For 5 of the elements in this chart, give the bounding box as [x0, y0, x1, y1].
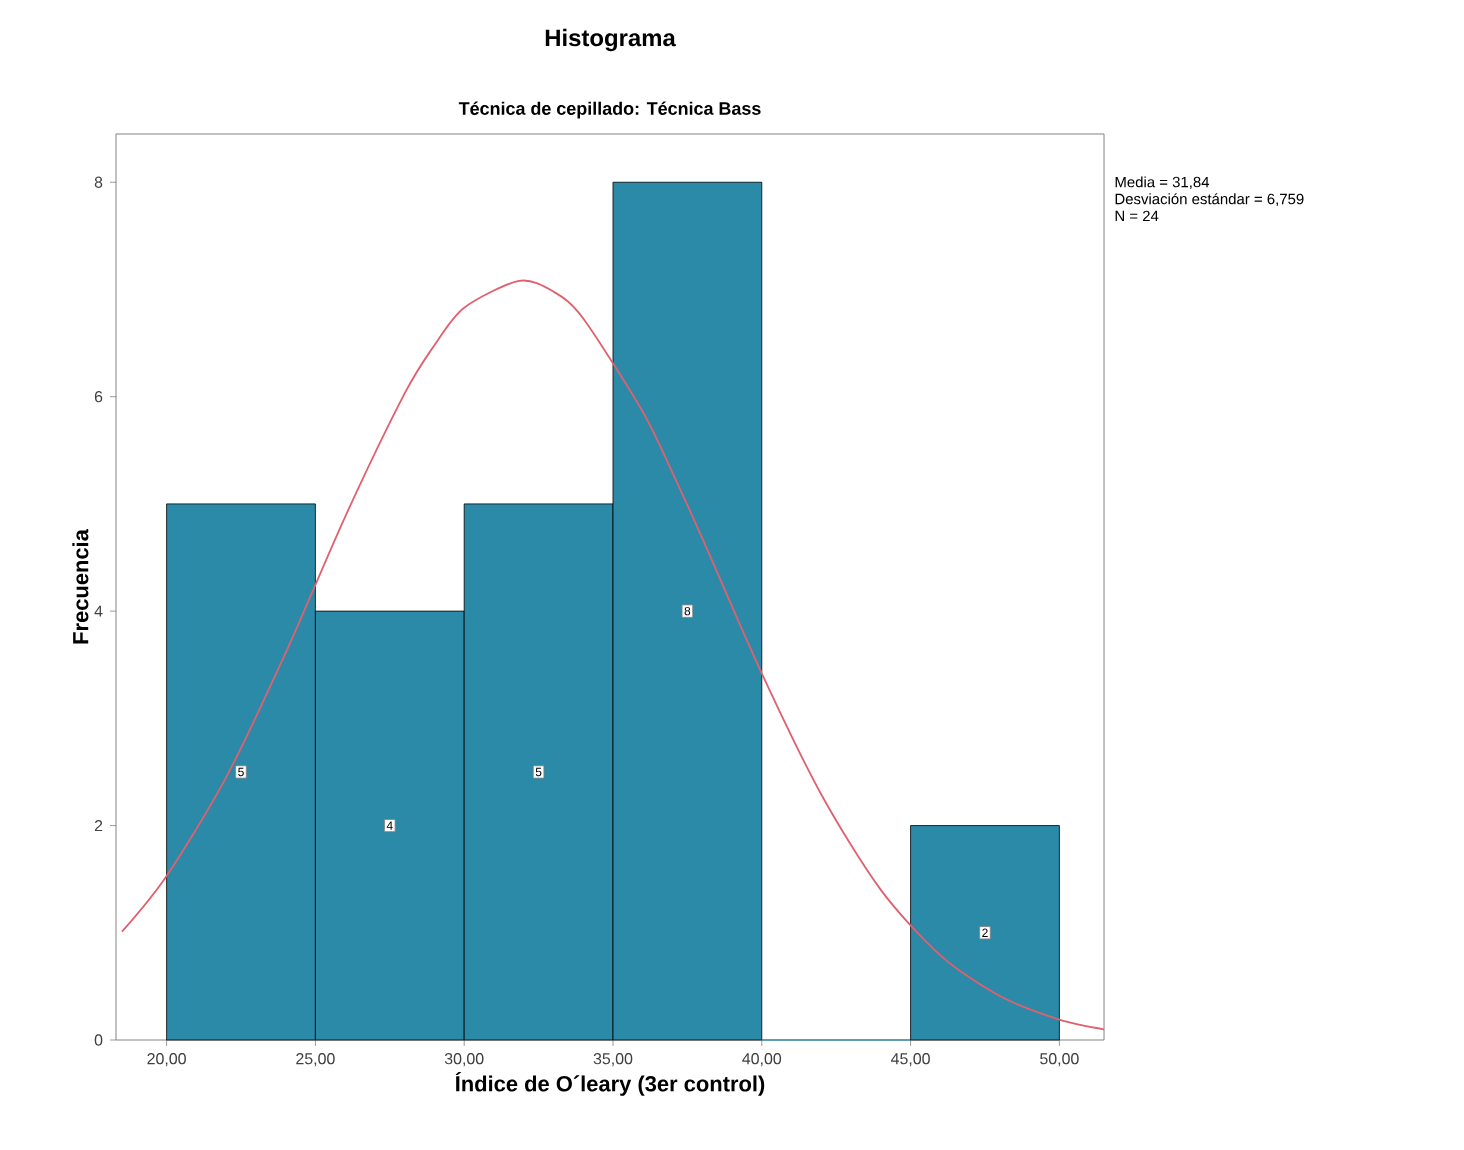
chart-title: Histograma — [545, 28, 676, 52]
y-axis-title: Frecuencia — [72, 529, 89, 644]
chart-subtitle: Técnica de cepillado: Técnica Bass — [458, 101, 761, 119]
x-axis-title: Índice de O´leary (3er control) — [455, 1071, 765, 1096]
line-series — [121, 279, 1105, 1031]
